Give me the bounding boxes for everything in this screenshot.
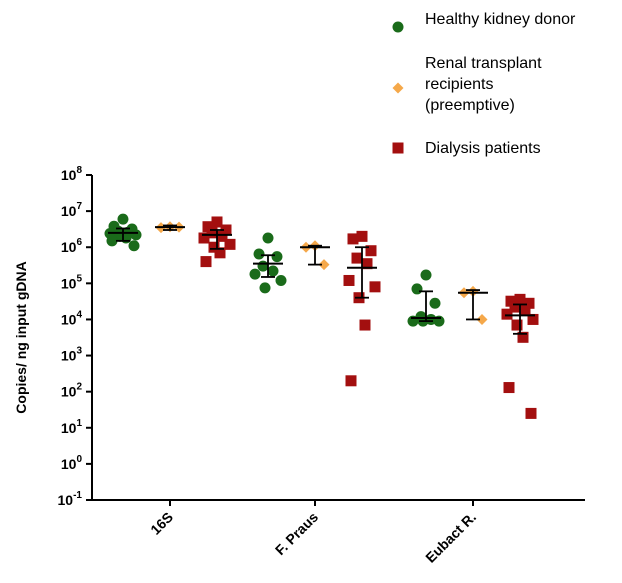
y-axis-title: Copies/ ng input gDNA [13, 261, 29, 413]
y-axis: 10-1 100 101 102 103 104 105 106 107 108 Copies/ n… [13, 165, 93, 508]
data-point [128, 240, 140, 252]
data-point [257, 260, 269, 272]
data-point [106, 235, 118, 247]
data-point [501, 308, 513, 320]
y-tick-label: 104 [61, 309, 83, 327]
data-point [523, 297, 535, 309]
data-point [411, 283, 423, 295]
legend: Healthy kidney donor Renal transplant reci… [392, 11, 576, 157]
data-point [224, 238, 236, 250]
series-0 [104, 213, 445, 327]
x-tick-label: 16S [147, 509, 176, 538]
data-point [267, 265, 279, 277]
legend-item-2: Dialysis patients [392, 140, 541, 157]
y-tick-label: 100 [61, 454, 83, 472]
y-tick-label: 106 [61, 237, 83, 255]
data-point [517, 331, 529, 343]
legend-label: Healthy kidney donor [425, 11, 576, 28]
y-tick-label: 108 [61, 165, 83, 183]
data-point [211, 216, 223, 228]
y-tick-label: 101 [61, 418, 83, 436]
data-point [208, 241, 220, 253]
legend-label: Dialysis patients [425, 140, 541, 157]
plot-area [104, 213, 539, 419]
data-point [519, 304, 531, 316]
data-point [514, 293, 526, 305]
legend-marker [392, 142, 404, 154]
data-point [420, 269, 432, 281]
data-point [347, 233, 359, 245]
legend-label: Renal transplant recipients (preemptive) [425, 55, 542, 114]
data-point [351, 252, 363, 264]
data-point [275, 274, 287, 286]
data-point [356, 230, 368, 242]
data-point [259, 282, 271, 294]
data-point [262, 232, 274, 244]
x-tick-label: F. Praus [272, 509, 321, 558]
data-point [505, 295, 517, 307]
y-tick-label: 107 [61, 201, 83, 219]
data-point [509, 301, 521, 313]
legend-item-1: Renal transplant recipients (preemptive) [392, 55, 542, 114]
legend-marker [392, 82, 404, 94]
data-point [476, 313, 488, 325]
data-point [359, 319, 371, 331]
legend-item-0: Healthy kidney donor [392, 11, 576, 33]
series-2 [198, 216, 539, 419]
data-point [511, 319, 523, 331]
data-point [503, 382, 515, 394]
data-point [249, 268, 261, 280]
legend-marker [392, 21, 404, 33]
data-point [130, 229, 142, 241]
data-point [365, 245, 377, 257]
y-tick-label: 103 [61, 346, 83, 364]
data-point [216, 230, 228, 242]
data-point [220, 224, 232, 236]
data-point [429, 297, 441, 309]
data-point [198, 232, 210, 244]
data-point [318, 259, 330, 271]
x-tick-label: Eubact R. [422, 509, 479, 566]
x-axis: 16S F. Praus Eubact R. [92, 499, 585, 566]
data-point [200, 256, 212, 268]
data-point [253, 248, 265, 260]
data-point [117, 213, 129, 225]
data-point [343, 274, 355, 286]
y-tick-label: 10-1 [58, 490, 83, 508]
data-point [271, 251, 283, 263]
y-tick-label: 105 [61, 273, 83, 291]
data-point [369, 281, 381, 293]
y-tick-label: 102 [61, 382, 83, 400]
data-point [214, 247, 226, 259]
data-point [361, 258, 373, 270]
series-1 [155, 221, 488, 325]
data-point [206, 227, 218, 239]
data-point [525, 407, 537, 419]
data-point [202, 221, 214, 233]
data-point [345, 375, 357, 387]
data-point [527, 313, 539, 325]
